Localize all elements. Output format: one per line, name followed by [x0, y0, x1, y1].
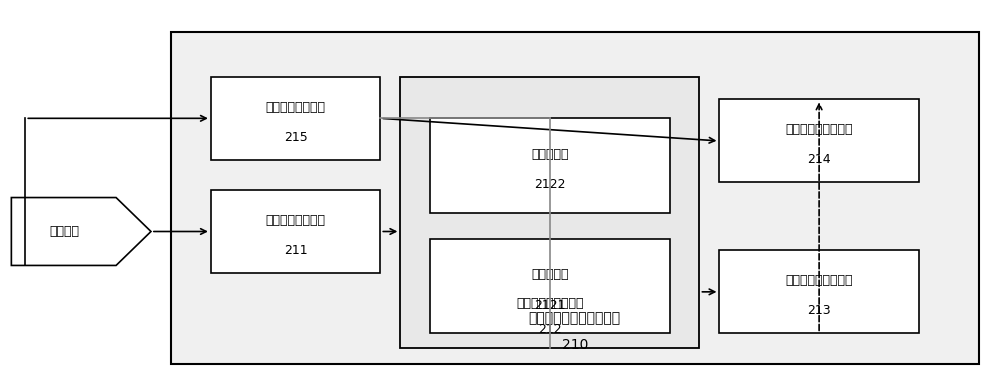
- Text: 2121: 2121: [534, 299, 566, 312]
- Text: 212: 212: [538, 323, 562, 336]
- Text: 215: 215: [284, 131, 307, 144]
- Text: 213: 213: [807, 304, 831, 317]
- FancyBboxPatch shape: [400, 77, 699, 348]
- FancyBboxPatch shape: [211, 77, 380, 160]
- Text: 信号灯最优配时控制装置: 信号灯最优配时控制装置: [529, 311, 621, 325]
- Text: 211: 211: [284, 244, 307, 257]
- Text: 计算子模块: 计算子模块: [531, 148, 569, 161]
- Text: 210: 210: [562, 338, 588, 352]
- FancyBboxPatch shape: [719, 100, 919, 182]
- FancyBboxPatch shape: [211, 190, 380, 273]
- Text: 受控车流: 受控车流: [49, 225, 79, 238]
- Text: 214: 214: [807, 153, 831, 166]
- Text: 2122: 2122: [534, 178, 566, 191]
- Text: 交通状态感知模块: 交通状态感知模块: [266, 214, 326, 227]
- FancyBboxPatch shape: [430, 118, 670, 213]
- FancyBboxPatch shape: [430, 239, 670, 333]
- Polygon shape: [11, 198, 151, 266]
- FancyBboxPatch shape: [171, 32, 979, 364]
- Text: 配时方案输出模块: 配时方案输出模块: [266, 101, 326, 114]
- Text: 单路口优化控制模块: 单路口优化控制模块: [785, 274, 853, 287]
- FancyBboxPatch shape: [719, 250, 919, 333]
- Text: 模型构建和分析模块: 模型构建和分析模块: [516, 297, 584, 310]
- Text: 模型模拟器: 模型模拟器: [531, 268, 569, 281]
- Text: 路口间协调控制模块: 路口间协调控制模块: [785, 123, 853, 136]
